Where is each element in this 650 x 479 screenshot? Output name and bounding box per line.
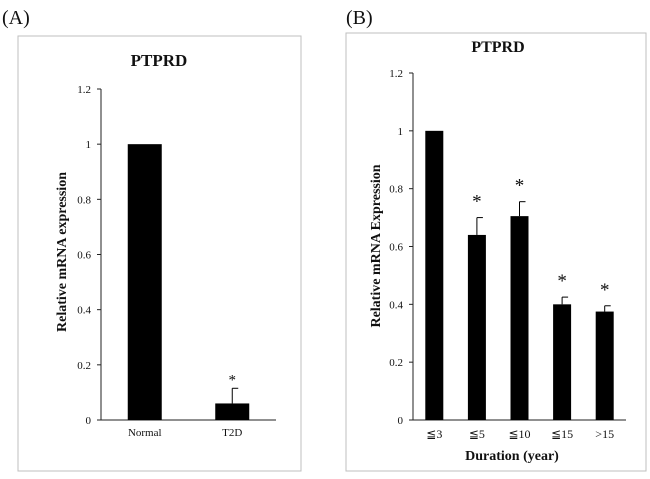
panel-a-label: (A): [2, 7, 30, 29]
y-tick-label: 0.2: [77, 360, 91, 372]
chart-a: PTPRD Relative mRNA expression 0 0.2 0.4 0.…: [17, 35, 302, 472]
significance-mark: *: [229, 372, 237, 388]
chart-a-ylabel: Relative mRNA expression: [55, 172, 70, 332]
bar: [595, 311, 614, 420]
chart-a-plot: 0 0.2 0.4 0.6 0.8 1 1.2 Normal T2D *: [77, 84, 276, 439]
chart-a-title: PTPRD: [131, 51, 188, 70]
bar: [215, 403, 250, 420]
significance-mark: *: [472, 192, 482, 213]
chart-b-title: PTPRD: [471, 39, 524, 56]
x-tick-label: Normal: [128, 427, 162, 439]
y-tick-label: 0.8: [77, 194, 91, 206]
chart-b-ylabel: Relative mRNA Expression: [369, 164, 384, 327]
y-tick-label: 0.4: [77, 305, 91, 317]
x-tick-label: ≦5: [469, 427, 485, 441]
y-tick-label: 0: [398, 415, 404, 427]
y-tick-label: 0.4: [389, 299, 403, 311]
y-tick-label: 0.8: [389, 184, 403, 196]
x-tick-label: ≦3: [426, 427, 442, 441]
bar: [467, 234, 486, 420]
panel-b-label: (B): [346, 7, 373, 29]
x-tick-label: T2D: [222, 427, 242, 439]
significance-mark: *: [515, 176, 525, 197]
y-tick-label: 1: [86, 139, 92, 151]
bar: [510, 216, 529, 420]
chart-b: PTPRD Relative mRNA Expression Duration …: [345, 32, 647, 472]
y-tick-label: 1.2: [389, 68, 403, 80]
bar: [553, 304, 572, 420]
y-tick-label: 0: [86, 415, 92, 427]
significance-mark: *: [557, 271, 567, 292]
y-tick-label: 1.2: [77, 84, 91, 96]
bar: [127, 144, 162, 420]
chart-b-xlabel: Duration (year): [465, 449, 559, 464]
significance-mark: *: [600, 280, 610, 301]
y-tick-label: 0.6: [77, 250, 91, 262]
y-tick-label: 0.6: [389, 242, 403, 254]
y-tick-label: 1: [398, 126, 404, 138]
bar: [425, 130, 444, 421]
y-tick-label: 0.2: [389, 357, 403, 369]
x-tick-label: >15: [595, 427, 614, 441]
x-tick-label: ≦10: [508, 427, 530, 441]
chart-b-plot: 0 0.2 0.4 0.6 0.8 1 1.2 ≦3 ≦5 * ≦10 * ≦15 * >15 *: [389, 68, 626, 441]
x-tick-label: ≦15: [551, 427, 573, 441]
